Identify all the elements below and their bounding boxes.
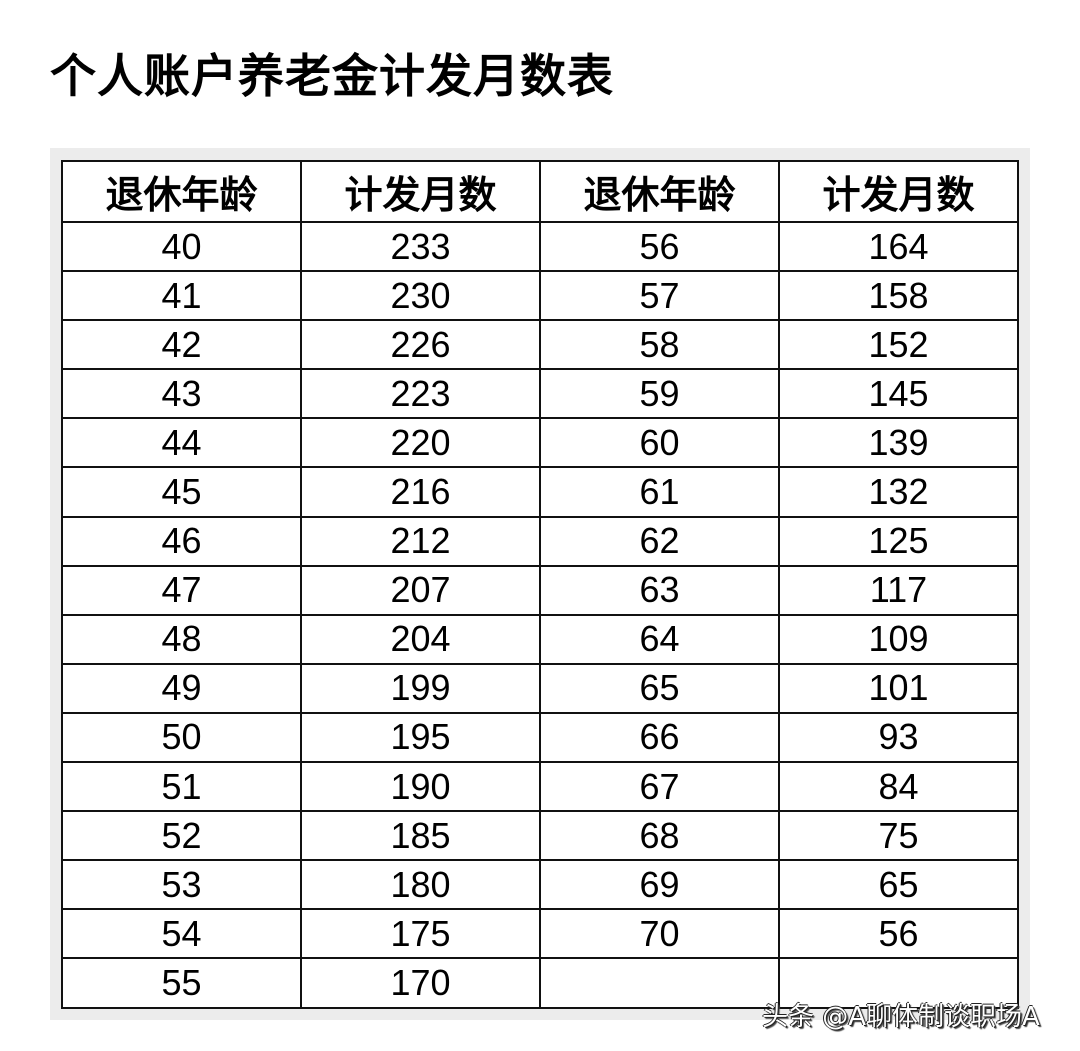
cell-retire-age: 47 [61, 564, 302, 616]
cell-retire-age: 56 [539, 220, 780, 273]
table-row: 43 223 59 145 [61, 368, 1019, 420]
cell-retire-age: 55 [61, 957, 302, 1009]
table-row: 47 207 63 117 [61, 564, 1019, 616]
cell-months: 226 [300, 319, 541, 371]
table-row: 53 180 69 65 [61, 859, 1019, 911]
cell-months: 220 [300, 417, 541, 469]
cell-retire-age: 62 [539, 515, 780, 567]
cell-retire-age: 52 [61, 810, 302, 862]
table-row: 48 204 64 109 [61, 613, 1019, 665]
cell-months: 223 [300, 368, 541, 420]
cell-retire-age: 40 [61, 220, 302, 273]
cell-retire-age: 69 [539, 859, 780, 911]
cell-retire-age: 48 [61, 613, 302, 665]
cell-retire-age: 65 [539, 662, 780, 714]
cell-retire-age: 64 [539, 613, 780, 665]
cell-months: 230 [300, 270, 541, 322]
cell-months: 93 [778, 711, 1019, 764]
cell-retire-age: 70 [539, 908, 780, 960]
table-header-row: 退休年龄 计发月数 退休年龄 计发月数 [61, 160, 1019, 223]
cell-months: 117 [778, 564, 1019, 616]
pension-months-table: 退休年龄 计发月数 退休年龄 计发月数 40 233 56 164 41 230 57 158… [61, 160, 1019, 1009]
table-row: 54 175 70 56 [61, 908, 1019, 960]
cell-months [778, 957, 1019, 1009]
cell-months: 75 [778, 810, 1019, 862]
cell-retire-age: 50 [61, 711, 302, 764]
cell-months: 212 [300, 515, 541, 567]
cell-months: 84 [778, 761, 1019, 813]
table-row: 42 226 58 152 [61, 319, 1019, 371]
cell-months: 145 [778, 368, 1019, 420]
table-row: 41 230 57 158 [61, 270, 1019, 322]
table-row: 49 199 65 101 [61, 662, 1019, 714]
cell-retire-age: 42 [61, 319, 302, 371]
cell-retire-age: 63 [539, 564, 780, 616]
cell-retire-age: 54 [61, 908, 302, 960]
page-title: 个人账户养老金计发月数表 [50, 49, 614, 103]
cell-retire-age [539, 957, 780, 1009]
watermark: 头条 @A聊体制谈职场A [762, 1002, 1040, 1032]
cell-months: 152 [778, 319, 1019, 371]
cell-retire-age: 61 [539, 466, 780, 518]
cell-retire-age: 67 [539, 761, 780, 813]
cell-months: 233 [300, 220, 541, 273]
header-months: 计发月数 [300, 160, 541, 223]
cell-months: 207 [300, 564, 541, 616]
table-row: 46 212 62 125 [61, 515, 1019, 567]
cell-retire-age: 46 [61, 515, 302, 567]
cell-months: 101 [778, 662, 1019, 714]
cell-retire-age: 68 [539, 810, 780, 862]
cell-months: 204 [300, 613, 541, 665]
cell-retire-age: 58 [539, 319, 780, 371]
cell-retire-age: 66 [539, 711, 780, 764]
cell-retire-age: 51 [61, 761, 302, 813]
table-row: 50 195 66 93 [61, 711, 1019, 764]
cell-months: 199 [300, 662, 541, 714]
cell-months: 185 [300, 810, 541, 862]
cell-retire-age: 59 [539, 368, 780, 420]
table-row: 55 170 [61, 957, 1019, 1009]
header-retire-age: 退休年龄 [61, 160, 302, 223]
cell-months: 190 [300, 761, 541, 813]
cell-months: 195 [300, 711, 541, 764]
header-retire-age: 退休年龄 [539, 160, 780, 223]
table-row: 40 233 56 164 [61, 220, 1019, 273]
cell-retire-age: 44 [61, 417, 302, 469]
cell-months: 125 [778, 515, 1019, 567]
cell-months: 109 [778, 613, 1019, 665]
cell-retire-age: 53 [61, 859, 302, 911]
cell-months: 170 [300, 957, 541, 1009]
cell-months: 139 [778, 417, 1019, 469]
cell-months: 164 [778, 220, 1019, 273]
cell-months: 65 [778, 859, 1019, 911]
table-row: 44 220 60 139 [61, 417, 1019, 469]
table-row: 52 185 68 75 [61, 810, 1019, 862]
cell-retire-age: 49 [61, 662, 302, 714]
cell-months: 175 [300, 908, 541, 960]
table-row: 45 216 61 132 [61, 466, 1019, 518]
cell-retire-age: 41 [61, 270, 302, 322]
cell-retire-age: 60 [539, 417, 780, 469]
cell-retire-age: 57 [539, 270, 780, 322]
cell-retire-age: 45 [61, 466, 302, 518]
cell-months: 132 [778, 466, 1019, 518]
header-months: 计发月数 [778, 160, 1019, 223]
cell-retire-age: 43 [61, 368, 302, 420]
cell-months: 216 [300, 466, 541, 518]
cell-months: 56 [778, 908, 1019, 960]
cell-months: 180 [300, 859, 541, 911]
cell-months: 158 [778, 270, 1019, 322]
table-row: 51 190 67 84 [61, 761, 1019, 813]
